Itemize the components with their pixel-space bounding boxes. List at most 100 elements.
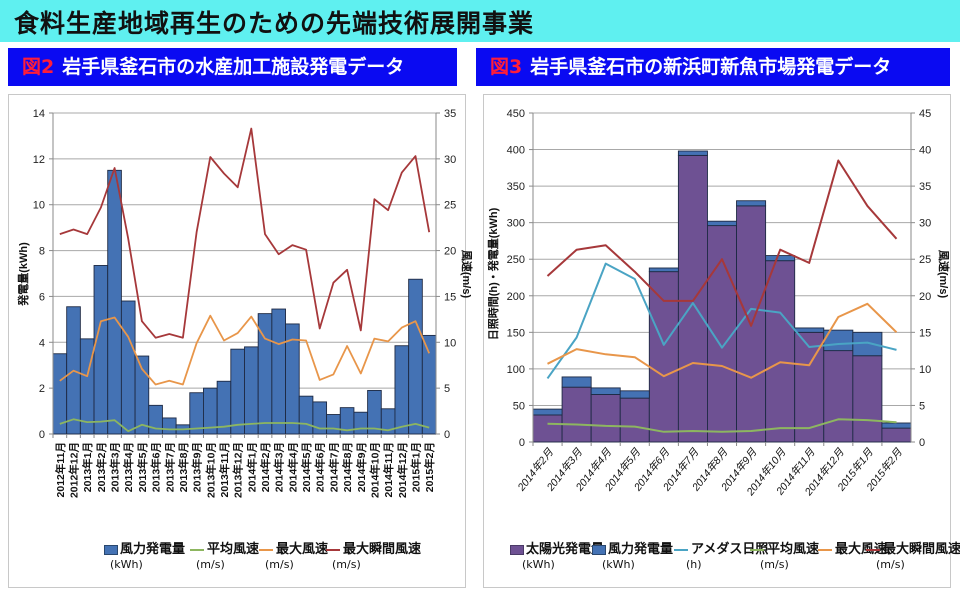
right-tick-label: 25	[919, 254, 931, 266]
x-tick-label: 2014年9月	[355, 442, 368, 492]
legend-item-wind-power: 風力発電量 (kWh)	[104, 538, 185, 571]
left-tick-label: 150	[507, 327, 525, 339]
left-tick-label: 100	[507, 364, 525, 376]
right-tick-label: 30	[444, 154, 456, 166]
x-tick-label: 2013年12月	[232, 442, 245, 498]
series-line	[547, 418, 897, 433]
x-tick-label: 2013年9月	[191, 442, 204, 492]
legend-item-avg-wind: 平均風速 (m/s)	[750, 538, 819, 571]
x-tick-label: 2014年6月	[314, 442, 327, 492]
legend-item-max-wind: 最大風速	[818, 538, 887, 557]
left-tick-label: 50	[513, 400, 525, 412]
figure-3-legend: 太陽光発電量 (kWh) 風力発電量 (kWh) アメダス日照 (h) 平均風速…	[510, 538, 960, 583]
left-tick-label: 350	[507, 181, 525, 193]
x-tick-label: 2014年8月	[341, 442, 354, 492]
bar	[561, 386, 592, 443]
bar-swatch-icon	[510, 544, 524, 555]
left-tick-label: 8	[39, 246, 45, 258]
right-tick-label: 0	[444, 429, 450, 441]
bar	[765, 260, 796, 443]
right-tick-label: 5	[444, 383, 450, 395]
bar	[881, 422, 912, 429]
left-tick-label: 250	[507, 254, 525, 266]
bar	[823, 350, 854, 443]
series-line	[59, 418, 430, 433]
bar	[707, 220, 737, 227]
x-tick-label: 2013年11月	[218, 442, 231, 497]
x-tick-label: 2013年7月	[163, 442, 176, 492]
left-tick-label: 450	[507, 108, 525, 120]
figure-3-number: 図3	[490, 56, 523, 78]
line-swatch-icon	[259, 548, 273, 551]
left-axis-label: 発電量(kWh)	[16, 242, 30, 307]
bar	[590, 387, 621, 395]
line-swatch-icon	[674, 548, 688, 551]
bar	[532, 414, 563, 443]
x-tick-label: 2014年7月	[327, 442, 340, 492]
legend-item-max-gust: 最大瞬間風速 (m/s)	[866, 538, 960, 571]
legend-item-max-wind: 最大風速 (m/s)	[259, 538, 328, 571]
right-axis-label: 風速(m/s)	[460, 250, 474, 299]
left-tick-label: 0	[519, 437, 525, 449]
line-swatch-icon	[818, 548, 832, 551]
series-line	[546, 262, 897, 379]
right-tick-label: 20	[444, 246, 456, 258]
bar	[619, 390, 650, 399]
x-tick-label: 2013年5月	[136, 442, 149, 492]
right-tick-label: 25	[444, 200, 456, 212]
right-tick-label: 0	[919, 437, 925, 449]
right-tick-label: 35	[919, 181, 931, 193]
figure-3-title: 岩手県釜石市の新浜町新魚市場発電データ	[530, 56, 892, 78]
bar	[648, 271, 679, 443]
left-tick-label: 400	[507, 145, 525, 157]
bar	[736, 200, 767, 207]
x-tick-label: 2014年10月	[368, 442, 381, 498]
bar	[590, 394, 621, 443]
bar	[619, 397, 650, 443]
bar	[648, 267, 679, 273]
right-tick-label: 20	[919, 291, 931, 303]
x-tick-label: 2013年6月	[150, 442, 163, 492]
bar	[677, 154, 708, 443]
series-line	[59, 127, 431, 339]
left-tick-label: 12	[33, 154, 45, 166]
legend-item-wind-power: 風力発電量 (kWh)	[592, 538, 673, 571]
bar	[881, 427, 912, 443]
legend-item-sunshine: アメダス日照 (h)	[674, 538, 768, 571]
x-tick-label: 2014年3月	[273, 442, 286, 492]
right-tick-label: 10	[919, 364, 931, 376]
bar	[794, 327, 825, 333]
left-tick-label: 4	[39, 337, 45, 349]
x-tick-label: 2012年12月	[68, 442, 81, 498]
x-tick-label: 2013年1月	[81, 442, 94, 492]
x-tick-label: 2015年2月	[423, 442, 436, 492]
title-banner: 食料生産地域再生のための先端技術展開事業	[0, 0, 960, 42]
right-tick-label: 15	[444, 291, 456, 303]
x-tick-label: 2014年2月	[259, 442, 272, 492]
bar	[677, 150, 708, 156]
right-axis-label: 風速(m/s)	[937, 250, 951, 299]
right-tick-label: 45	[919, 108, 931, 120]
left-tick-label: 6	[39, 291, 45, 303]
line-swatch-icon	[750, 548, 764, 551]
x-tick-label: 2015年1月	[409, 442, 422, 492]
bar	[561, 376, 592, 388]
right-tick-label: 40	[919, 145, 931, 157]
figure-2-title: 岩手県釜石市の水産加工施設発電データ	[62, 56, 405, 78]
x-tick-label: 2014年11月	[382, 442, 395, 497]
left-tick-label: 300	[507, 218, 525, 230]
x-tick-label: 2013年8月	[177, 442, 190, 492]
right-tick-label: 30	[919, 218, 931, 230]
line-swatch-icon	[326, 548, 340, 551]
x-tick-label: 2014年12月	[396, 442, 409, 498]
right-tick-label: 35	[444, 108, 456, 120]
x-tick-label: 2012年11月	[54, 442, 67, 497]
series-line	[59, 314, 431, 386]
figure-2-legend: 風力発電量 (kWh) 平均風速 (m/s) 最大風速 (m/s) 最大瞬間風速…	[104, 538, 464, 583]
line-swatch-icon	[190, 548, 204, 551]
left-axis-label: 日照時間(h)・発電量(kWh)	[486, 207, 500, 340]
figure-3-header: 図3 岩手県釜石市の新浜町新魚市場発電データ	[476, 48, 950, 86]
x-tick-label: 2013年4月	[122, 442, 135, 492]
